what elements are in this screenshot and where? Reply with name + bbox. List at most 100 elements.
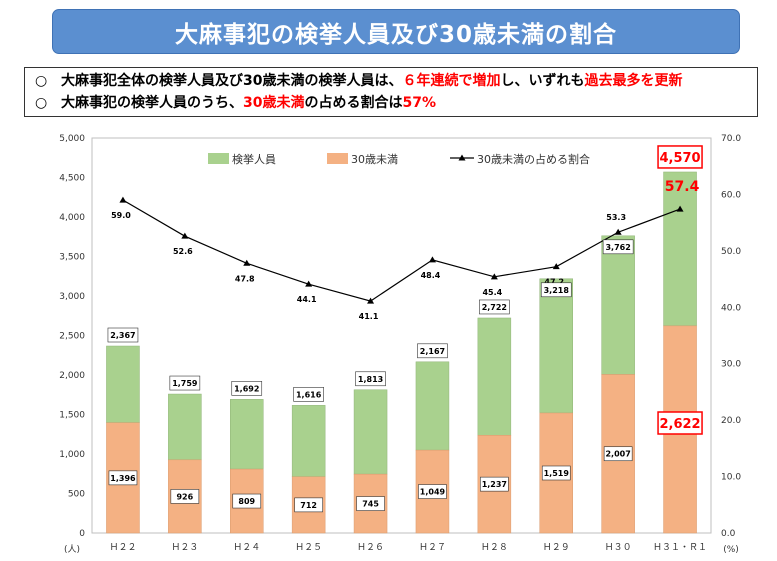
- total-label-box: [231, 381, 263, 396]
- ratio-value-label: 41.1: [359, 312, 379, 321]
- ratio-value-label: 53.3: [606, 213, 626, 222]
- total-value-label: 2,722: [482, 303, 507, 312]
- total-value-label: 2,367: [110, 331, 135, 340]
- ratio-value-label: 47.8: [235, 274, 255, 283]
- total-label-box: [293, 387, 324, 402]
- total-label-box: [479, 299, 510, 315]
- y-left-tick-label: 1,000: [59, 450, 85, 460]
- y-left-tick-label: 1,500: [59, 411, 85, 421]
- ratio-value-label: 47.2: [544, 278, 564, 287]
- y-right-tick-label: 70.0: [721, 134, 741, 144]
- bar-total-upper: [291, 405, 326, 478]
- ratio-value-label: 45.4: [482, 288, 502, 297]
- legend-swatch-total: [208, 153, 229, 164]
- x-tick-label: Ｈ２３: [171, 543, 198, 553]
- total-value-label: 1,813: [358, 375, 383, 384]
- under30-value-label: 2,007: [605, 450, 630, 459]
- y-right-tick-label: 30.0: [721, 360, 741, 370]
- y-right-tick-label: 60.0: [721, 190, 741, 200]
- ratio-value-label: 59.0: [111, 211, 131, 220]
- ratio-marker: [243, 259, 251, 266]
- ratio-value-label: 57.4: [665, 179, 700, 195]
- total-label-box: [355, 371, 386, 387]
- summary-text: 大麻事犯の検挙人員のうち、: [61, 95, 243, 111]
- ratio-marker: [367, 297, 375, 304]
- y-left-tick-label: 4,500: [59, 174, 85, 184]
- under30-label-box: [541, 465, 571, 481]
- legend-label-ratio: 30歳未満の占める割合: [477, 152, 590, 166]
- y-left-tick-label: 3,000: [59, 292, 85, 302]
- x-tick-label: Ｈ２２: [109, 543, 136, 553]
- ratio-marker: [676, 205, 684, 212]
- ratio-line: [122, 199, 681, 302]
- summary-line-1: ○ 大麻事犯全体の検挙人員及び30歳未満の検挙人員は、６年連続で増加し、いずれも過…: [35, 70, 747, 92]
- total-value-label: 3,218: [544, 286, 570, 295]
- y-right-unit: (%): [723, 545, 739, 555]
- summary-highlight: 過去最多を更新: [584, 73, 683, 89]
- ratio-value-label: 52.6: [173, 247, 193, 256]
- y-right-tick-label: 20.0: [721, 416, 741, 426]
- ratio-marker: [614, 228, 622, 235]
- y-left-tick-label: 5,000: [59, 134, 85, 144]
- legend-label-under30: 30歳未満: [351, 153, 398, 166]
- x-tick-label: Ｈ２５: [295, 543, 322, 553]
- bar-total-upper: [477, 317, 512, 436]
- summary-text: 大麻事犯全体の検挙人員及び30歳未満の検挙人員は、: [61, 73, 403, 89]
- under30-value-label: 745: [362, 500, 379, 509]
- bar-total-upper: [415, 361, 450, 451]
- bar-total-upper: [353, 389, 388, 475]
- summary-text: し、いずれも: [500, 73, 585, 89]
- summary-line-2: ○ 大麻事犯の検挙人員のうち、30歳未満の占める割合は57%: [35, 92, 747, 114]
- under30-label-box: [603, 446, 633, 462]
- bar-total-upper: [539, 278, 573, 414]
- summary-text: の占める割合は: [304, 95, 403, 111]
- under30-label-box: [657, 411, 703, 435]
- under30-label-box: [356, 496, 385, 511]
- under30-value-label: 2,622: [659, 417, 700, 432]
- under30-label-box: [294, 497, 323, 513]
- y-right-tick-label: 10.0: [721, 473, 741, 483]
- under30-label-box: [108, 470, 138, 486]
- under30-label-box: [170, 489, 200, 504]
- legend-label-total: 検挙人員: [232, 152, 276, 166]
- ratio-marker: [305, 280, 313, 287]
- under30-value-label: 809: [238, 497, 255, 506]
- ratio-value-label: 44.1: [297, 295, 317, 304]
- under30-value-label: 1,237: [482, 480, 507, 489]
- summary-box: ○ 大麻事犯全体の検挙人員及び30歳未満の検挙人員は、６年連続で増加し、いずれも過…: [24, 67, 758, 117]
- total-value-label: 1,759: [172, 379, 198, 388]
- y-left-tick-label: 4,000: [59, 213, 85, 223]
- x-tick-label: Ｈ２９: [543, 543, 570, 553]
- legend-swatch-under30: [327, 153, 348, 164]
- y-left-tick-label: 2,500: [59, 332, 85, 342]
- x-tick-label: Ｈ３０: [605, 543, 632, 553]
- y-left-unit: (人): [64, 544, 80, 555]
- ratio-marker: [490, 273, 498, 280]
- under30-value-label: 1,396: [110, 474, 136, 483]
- under30-value-label: 712: [300, 501, 317, 510]
- total-label-box: [602, 239, 634, 255]
- summary-highlight: ６年連続で増加: [402, 73, 501, 89]
- bullet-circle: ○: [35, 73, 48, 89]
- under30-value-label: 1,049: [420, 488, 446, 497]
- ratio-value-label: 48.4: [421, 271, 441, 280]
- bullet-circle: ○: [35, 95, 48, 111]
- bar-total-upper: [168, 393, 202, 461]
- under30-value-label: 1,519: [544, 469, 570, 478]
- summary-highlight: 30歳未満: [243, 95, 305, 111]
- total-value-label: 3,762: [605, 243, 630, 252]
- total-label-box: [107, 327, 139, 343]
- y-right-tick-label: 40.0: [721, 303, 741, 313]
- x-tick-label: Ｈ２６: [357, 543, 384, 553]
- y-left-tick-label: 0: [79, 529, 85, 539]
- under30-value-label: 926: [176, 492, 193, 501]
- ratio-marker: [181, 232, 189, 239]
- y-left-tick-label: 2,000: [59, 371, 85, 381]
- page-title: 大麻事犯の検挙人員及び30歳未満の割合: [52, 9, 740, 54]
- total-label-box: [169, 375, 201, 391]
- under30-label-box: [480, 476, 509, 492]
- legend-marker-ratio: [458, 154, 466, 161]
- total-value-label: 1,616: [296, 390, 322, 399]
- total-value-label: 1,692: [234, 384, 259, 393]
